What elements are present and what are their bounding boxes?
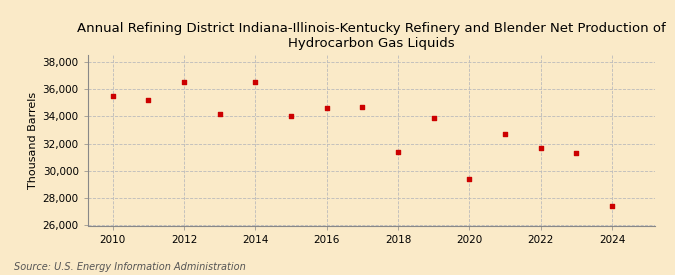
Point: [393, 150, 404, 154]
Point: [214, 111, 225, 116]
Point: [321, 106, 332, 110]
Title: Annual Refining District Indiana-Illinois-Kentucky Refinery and Blender Net Prod: Annual Refining District Indiana-Illinoi…: [77, 22, 666, 50]
Point: [143, 98, 154, 102]
Y-axis label: Thousand Barrels: Thousand Barrels: [28, 92, 38, 189]
Text: Source: U.S. Energy Information Administration: Source: U.S. Energy Information Administ…: [14, 262, 245, 272]
Point: [250, 80, 261, 84]
Point: [107, 94, 118, 98]
Point: [428, 116, 439, 120]
Point: [500, 132, 510, 136]
Point: [179, 80, 190, 84]
Point: [535, 145, 546, 150]
Point: [357, 104, 368, 109]
Point: [286, 114, 296, 119]
Point: [607, 204, 618, 209]
Point: [464, 177, 475, 181]
Point: [571, 151, 582, 155]
